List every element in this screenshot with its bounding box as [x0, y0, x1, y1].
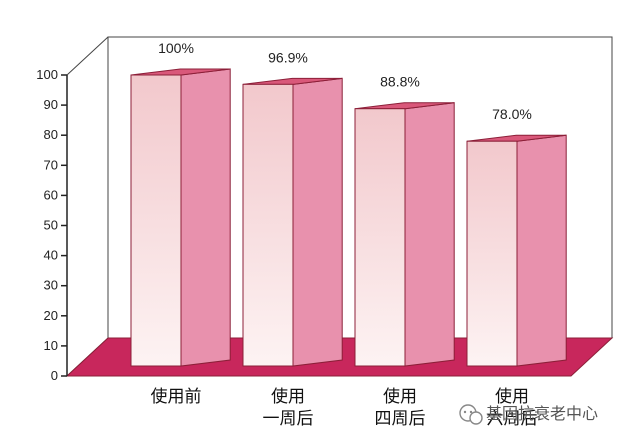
bar-value-label: 100% — [158, 40, 194, 56]
wechat-icon — [459, 404, 483, 425]
y-tick-label: 0 — [51, 368, 58, 383]
bar-series: 100% 96.9% 88.8% 78.0% — [130, 40, 567, 367]
y-tick-label: 70 — [44, 157, 58, 172]
bar-value-label: 96.9% — [268, 49, 308, 65]
bar-front-face — [130, 74, 182, 367]
y-tick-label: 20 — [44, 308, 58, 323]
x-category-label: 四周后 — [375, 409, 426, 429]
y-tick-label: 10 — [44, 338, 58, 353]
bar-side-face — [404, 102, 455, 367]
y-tick-label: 60 — [44, 187, 58, 202]
x-category-label: 使用前 — [151, 386, 202, 407]
watermark: 基因抗衰老中心 — [459, 404, 598, 425]
x-category-label: 使用 — [495, 386, 529, 407]
bar-side-face — [516, 134, 567, 367]
bar-front-face — [466, 140, 518, 367]
y-tick-label: 100 — [36, 67, 58, 82]
x-category-label: 六周后 — [487, 409, 538, 429]
y-tick-label: 50 — [44, 218, 58, 233]
x-category-label: 使用 — [383, 386, 417, 407]
bar-front-face — [354, 108, 406, 367]
bar: 100% — [130, 40, 231, 367]
y-axis: 0 10 20 30 40 50 60 70 80 90 100 — [36, 67, 68, 383]
bar: 96.9% — [242, 49, 343, 367]
x-category-label: 使用 — [271, 386, 305, 407]
x-category-label: 一周后 — [263, 409, 314, 429]
bar-value-label: 88.8% — [380, 74, 420, 90]
y-tick-label: 40 — [44, 248, 58, 263]
y-tick-label: 30 — [44, 278, 58, 293]
bar: 88.8% — [354, 74, 455, 367]
bar-side-face — [180, 68, 231, 367]
watermark-text: 基因抗衰老中心 — [486, 404, 598, 423]
bar-front-face — [242, 83, 294, 367]
bar-value-label: 78.0% — [492, 106, 532, 122]
bar: 78.0% — [466, 106, 567, 367]
y-tick-label: 90 — [44, 97, 58, 112]
bar-side-face — [292, 77, 343, 367]
y-tick-label: 80 — [44, 127, 58, 142]
